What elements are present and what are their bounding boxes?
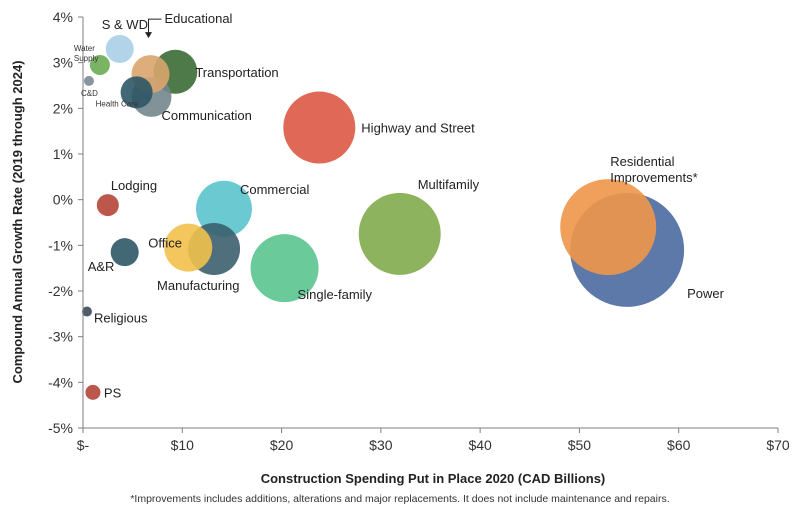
bubble-chart: 4% 3% 2% 1% 0% -1% -2% -3% -4% -5%$- $10 $20 $30 $40 $… [10, 9, 790, 486]
bubble-c-d [83, 75, 94, 86]
bubble-a-r [110, 238, 139, 267]
axes-layer: 4% 3% 2% 1% 0% -1% -2% -3% -4% -5%$- $10 $20 $30 $40 $… [48, 9, 790, 453]
label-health-care: Health Care [96, 99, 139, 108]
x-tick-label: $10 [171, 437, 195, 453]
y-axis-title: Compound Annual Growth Rate (2019 throug… [10, 60, 25, 383]
y-tick-label: -2% [48, 283, 73, 299]
label-religious: Religious [94, 311, 148, 326]
label-a-r: A&R [88, 259, 115, 274]
x-tick-label: $20 [270, 437, 294, 453]
bubble-s-wd [105, 34, 134, 63]
x-tick-label: $30 [369, 437, 393, 453]
bubble-office [164, 223, 213, 272]
y-tick-label: 0% [53, 192, 73, 208]
label-transportation: Transportation [195, 65, 278, 80]
bubble-layer [81, 34, 685, 400]
bubble-religious [81, 306, 92, 317]
educational-arrowhead [145, 32, 153, 39]
bubble-lodging [96, 194, 119, 217]
y-tick-label: 3% [53, 55, 73, 71]
bubble-residential-improvements [560, 179, 657, 276]
bubble-health-care [120, 76, 153, 109]
x-tick-label: $60 [667, 437, 691, 453]
label-educational: Educational [165, 11, 233, 26]
label-office: Office [148, 236, 182, 251]
x-tick-label: $- [77, 437, 90, 453]
educational-leader-line [148, 18, 162, 36]
x-tick-label: $50 [568, 437, 592, 453]
label-commercial: Commercial [240, 182, 309, 197]
label-highway-and-street: Highway and Street [361, 121, 475, 136]
x-axis-title: Construction Spending Put in Place 2020 … [261, 471, 606, 486]
bubble-highway-and-street [283, 91, 356, 164]
x-tick-label: $40 [468, 437, 492, 453]
bubble-ps [85, 384, 101, 400]
label-ps: PS [104, 385, 122, 400]
bubble-single-family [250, 234, 319, 303]
y-tick-label: -1% [48, 237, 73, 253]
bubble-multifamily [358, 192, 441, 275]
x-tick-label: $70 [766, 437, 790, 453]
label-power: Power [687, 286, 725, 301]
y-tick-label: 1% [53, 146, 73, 162]
label-s-wd: S & WD [102, 17, 148, 32]
y-tick-label: 2% [53, 100, 73, 116]
label-multifamily: Multifamily [418, 177, 480, 192]
footnote: *Improvements includes additions, altera… [130, 493, 670, 505]
y-tick-label: 4% [53, 9, 73, 25]
leader-layer [145, 18, 162, 39]
label-communication: Communication [162, 108, 252, 123]
label-manufacturing: Manufacturing [157, 278, 239, 293]
label-c-d: C&D [81, 89, 98, 98]
label-single-family: Single-family [298, 287, 373, 302]
y-tick-label: -5% [48, 420, 73, 436]
label-lodging: Lodging [111, 178, 157, 193]
bubble-commercial [195, 180, 252, 237]
label-water-supply: Water Supply [74, 44, 98, 63]
y-tick-label: -3% [48, 329, 73, 345]
y-tick-label: -4% [48, 374, 73, 390]
label-residential-improvements: Residential Improvements* [610, 154, 697, 185]
bubble-water-supply [89, 54, 110, 75]
